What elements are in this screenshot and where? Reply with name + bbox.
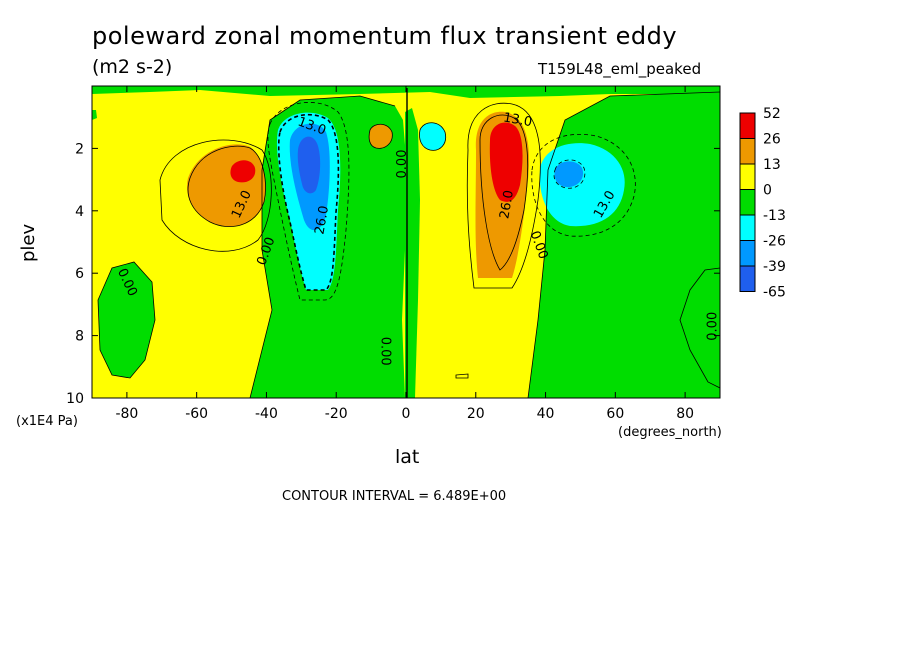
colorbar-swatch — [739, 240, 756, 267]
contour-interval-label: CONTOUR INTERVAL = 6.489E+00 — [282, 489, 507, 504]
colorbar-swatch — [739, 138, 756, 165]
x-tick-label: -80 — [115, 406, 138, 422]
contour-line-zero — [679, 267, 720, 389]
fill-level-neg26-neg13-eq-blob — [419, 122, 446, 151]
contour-line-neg — [531, 133, 636, 237]
colorbar-swatch — [739, 189, 756, 216]
fill-level-neg13-0-nh-blob — [680, 268, 720, 388]
colorbar-label: 26 — [763, 132, 781, 148]
x-tick-label: 40 — [537, 406, 555, 422]
contour-label: 13.0 — [502, 110, 533, 130]
contour-line-zero — [249, 95, 396, 398]
x-tick-label: -40 — [255, 406, 278, 422]
filled-contours: 13.013.026.00.000.000.000.0013.026.00.00… — [92, 86, 721, 398]
fill-level-26-52-south — [230, 160, 256, 183]
fill-level-neg13-0-sh-blob — [98, 262, 155, 378]
contour-line-neg — [277, 113, 340, 291]
contour-line-pos — [479, 114, 529, 271]
y-tick-label: 6 — [75, 266, 84, 282]
x-tick-label: 60 — [606, 406, 624, 422]
run-id-label: T159L48_eml_peaked — [538, 60, 702, 78]
contour-line-pos — [159, 139, 272, 252]
colorbar-label: 13 — [763, 157, 781, 173]
units-label: (m2 s-2) — [92, 56, 173, 78]
contour-label: 0.00 — [706, 312, 721, 341]
contour-line-zero — [97, 261, 156, 379]
contour-label: 26.0 — [312, 205, 332, 236]
x-tick-label: 80 — [676, 406, 694, 422]
x-units-label: (degrees_north) — [618, 425, 722, 440]
contour-label: 0.00 — [395, 150, 410, 179]
y-tick-label: 8 — [75, 329, 84, 345]
colorbar-swatch — [739, 112, 756, 139]
chart-title: poleward zonal momentum flux transient e… — [92, 22, 678, 50]
y-axis: 2 4 6 8 10 — [66, 141, 720, 407]
y-tick-label: 10 — [66, 391, 84, 407]
colorbar-label: 0 — [763, 183, 772, 199]
contour-line-pos — [187, 145, 266, 227]
x-tick-label: -20 — [325, 406, 348, 422]
fill-level-neg65-neg39-south — [297, 136, 321, 194]
contour-line-zero — [368, 123, 393, 149]
y-tick-label: 4 — [75, 204, 84, 220]
contour-line-zero — [455, 373, 469, 379]
fill-level-26-52-north — [489, 122, 523, 202]
y-tick-label: 2 — [75, 141, 84, 157]
contour-line-zero — [419, 122, 447, 151]
contour-line-neg — [267, 102, 350, 301]
x-tick-label: 0 — [402, 406, 411, 422]
contour-label: 0.00 — [378, 337, 393, 366]
x-axis: -80 -60 -40 -20 0 20 40 60 80 — [115, 86, 694, 422]
fill-level-neg13-0-small — [92, 110, 97, 120]
colorbar-label: -65 — [763, 285, 786, 301]
contour-line-zero — [527, 91, 720, 398]
colorbar-label: -26 — [763, 234, 786, 250]
x-tick-label: -60 — [185, 406, 208, 422]
x-axis-label: lat — [395, 446, 420, 468]
colorbar-legend: 52 26 13 0 -13 -26 -39 -65 — [739, 106, 786, 301]
contour-line-pos — [466, 102, 541, 289]
contour-line-neg — [553, 159, 586, 189]
x-tick-label: 20 — [467, 406, 485, 422]
colorbar-swatch — [739, 214, 756, 241]
colorbar-label: -13 — [763, 208, 786, 224]
contour-label: 26.0 — [497, 189, 517, 220]
fill-level-neg39-neg26-north — [554, 161, 584, 188]
fill-level-neg13-0-eq — [405, 108, 420, 398]
y-units-label: (x1E4 Pa) — [16, 414, 78, 429]
contour-labels: 13.013.026.00.000.000.000.0013.026.00.00… — [114, 110, 721, 366]
colorbar-label: 52 — [763, 106, 781, 122]
colorbar-swatch — [739, 163, 756, 190]
contour-lines — [97, 88, 720, 398]
fill-level-13-26-eq-blob — [369, 124, 393, 149]
colorbar-label: -39 — [763, 259, 786, 275]
colorbar-swatch — [739, 265, 756, 292]
